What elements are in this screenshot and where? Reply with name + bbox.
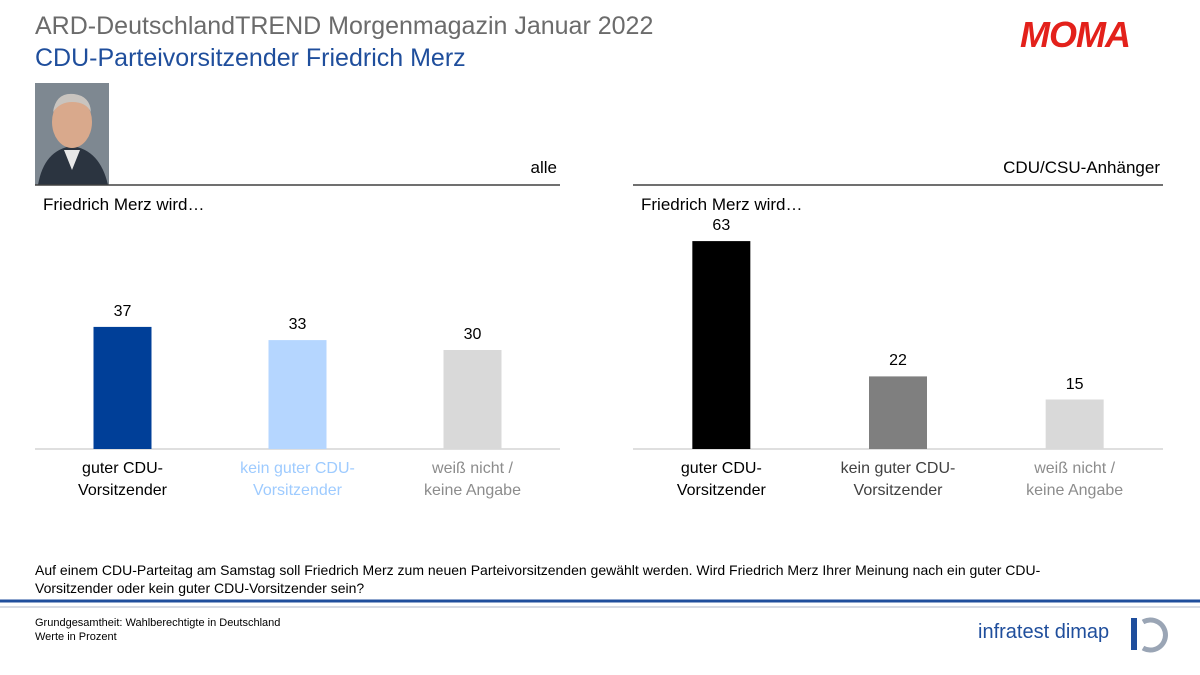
value-label: 63: [712, 217, 731, 235]
bar: [443, 350, 502, 449]
value-label: 37: [113, 302, 132, 320]
footer-base: Grundgesamtheit: Wahlberechtigte in Deut…: [35, 617, 281, 629]
bar: [869, 376, 927, 449]
title: ARD-DeutschlandTREND Morgenmagazin Janua…: [35, 12, 654, 40]
brand-icon: [1131, 617, 1168, 653]
category-label: weiß nicht / keine Angabe: [1026, 460, 1124, 499]
value-label: 15: [1065, 375, 1084, 393]
portrait: [35, 83, 109, 185]
panel-subtitle: Friedrich Merz wird…: [43, 195, 205, 214]
category-label: kein guter CDU- Vorsitzender: [240, 460, 355, 499]
brand: infratest dimap: [978, 621, 1110, 643]
category-label: guter CDU- Vorsitzender: [676, 460, 766, 499]
category-label: guter CDU- Vorsitzender: [78, 460, 167, 499]
category-label: kein guter CDU- Vorsitzender: [840, 460, 956, 499]
bar: [93, 326, 152, 449]
panel-title: alle: [530, 158, 557, 177]
question: Auf einem CDU-Parteitag am Samstag soll …: [35, 562, 1041, 596]
panel-subtitle: Friedrich Merz wird…: [641, 195, 803, 214]
value-label: 30: [463, 326, 482, 343]
footer-unit: Werte in Prozent: [35, 631, 117, 643]
logo: MOMA: [1020, 14, 1131, 55]
bar: [692, 241, 751, 449]
panel-title: CDU/CSU-Anhänger: [1003, 158, 1160, 177]
category-label: weiß nicht / keine Angabe: [424, 460, 521, 499]
bar: [268, 340, 327, 449]
value-label: 33: [288, 316, 307, 334]
bar: [1045, 399, 1104, 449]
value-label: 22: [889, 352, 907, 370]
subtitle: CDU-Parteivorsitzender Friedrich Merz: [35, 44, 466, 72]
